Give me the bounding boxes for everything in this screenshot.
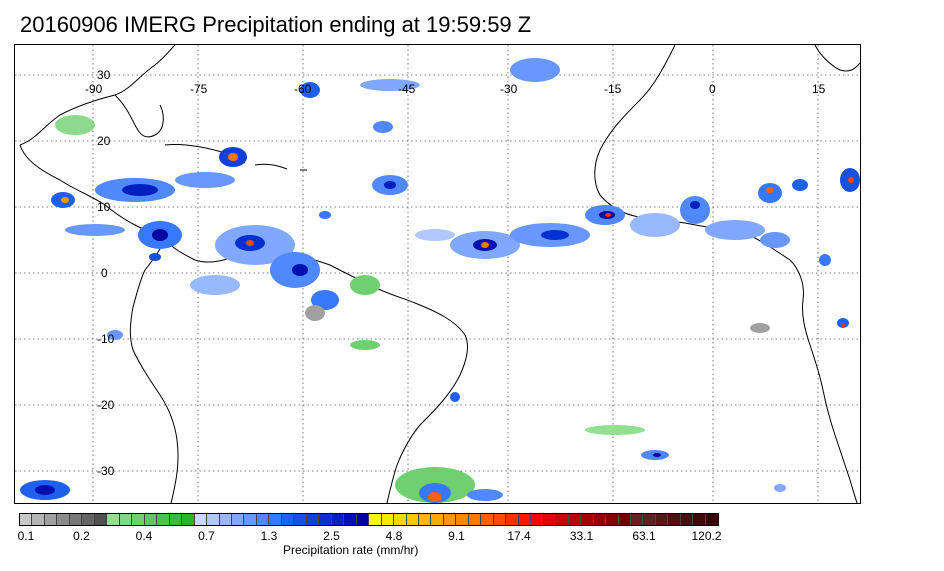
colorbar-tick-label: 63.1 (632, 529, 656, 543)
lat-label-minus10: -10 (97, 332, 115, 346)
colorbar-cell (219, 514, 232, 525)
colorbar-cell (531, 514, 544, 525)
colorbar-cell (207, 514, 220, 525)
colorbar-tick-label: 0.1 (17, 529, 35, 543)
colorbar-cell (468, 514, 482, 525)
lon-label-minus30: -30 (500, 82, 518, 96)
lat-label-minus30: -30 (97, 464, 115, 478)
colorbar-tick-label: 17.4 (507, 529, 531, 543)
colorbar-cell (394, 514, 407, 525)
colorbar-cell (44, 514, 58, 525)
colorbar-cell (518, 514, 532, 525)
lon-label-minus90: -90 (85, 82, 103, 96)
colorbar-cell (256, 514, 270, 525)
map-canvas: 30 20 10 0 -10 -20 -30 -90 -75 -60 -45 -… (15, 45, 860, 503)
colorbar-cell (69, 514, 83, 525)
colorbar-cell (82, 514, 95, 525)
lat-label-minus20: -20 (97, 398, 115, 412)
lat-label-0: 0 (101, 266, 108, 280)
lon-label-0: 0 (709, 82, 716, 96)
colorbar-cell (581, 514, 594, 525)
colorbar-cell (144, 514, 158, 525)
precipitation-map: 30 20 10 0 -10 -20 -30 -90 -75 -60 -45 -… (14, 44, 861, 504)
colorbar-cell (132, 514, 145, 525)
lon-label-minus60: -60 (294, 82, 312, 96)
colorbar-cell (169, 514, 183, 525)
colorbar-cell (655, 514, 669, 525)
lat-label-20: 20 (97, 134, 111, 148)
colorbar-cell (157, 514, 170, 525)
colorbar-cell (269, 514, 282, 525)
colorbar-cell (119, 514, 133, 525)
colorbar-cell (244, 514, 257, 525)
lon-label-minus75: -75 (190, 82, 208, 96)
colorbar-cell (182, 514, 195, 525)
colorbar-cell (231, 514, 245, 525)
colorbar-cell (506, 514, 519, 525)
colorbar-cell (107, 514, 120, 525)
colorbar-cell (94, 514, 108, 525)
colorbar-cell (57, 514, 70, 525)
colorbar-cell (643, 514, 656, 525)
colorbar-cell (481, 514, 494, 525)
colorbar-cell (20, 514, 33, 525)
colorbar-tick-label: 0.7 (198, 529, 215, 543)
colorbar-cell (369, 514, 382, 525)
graticule (15, 45, 860, 503)
colorbar-tick-label: 2.5 (323, 529, 340, 543)
lon-label-15: 15 (812, 82, 826, 96)
colorbar-tick-label: 4.8 (385, 529, 403, 543)
colorbar-cell (456, 514, 469, 525)
lat-label-10: 10 (97, 200, 111, 214)
colorbar-cell (668, 514, 681, 525)
colorbar-tick-label: 120.2 (691, 529, 722, 543)
colorbar-cell (568, 514, 582, 525)
colorbar-cell (443, 514, 457, 525)
colorbar-tick-label: 9.1 (448, 529, 465, 543)
colorbar-tick-label: 0.2 (73, 529, 90, 543)
colorbar-cell (630, 514, 644, 525)
precipitation-colorbar (19, 513, 719, 526)
colorbar-tick-label: 33.1 (569, 529, 594, 543)
colorbar-cell (381, 514, 395, 525)
colorbar-cell (705, 514, 719, 525)
colorbar-cell (419, 514, 432, 525)
colorbar-cell (556, 514, 569, 525)
colorbar-cell (493, 514, 507, 525)
colorbar-ticks: 0.1 0.2 0.4 0.7 1.3 2.5 4.8 9.1 17.4 33.1 63.1 120.… (0, 529, 944, 545)
colorbar-cell (319, 514, 332, 525)
colorbar-cell (406, 514, 419, 525)
colorbar-cell (593, 514, 607, 525)
colorbar-cell (294, 514, 307, 525)
lon-label-minus15: -15 (604, 82, 622, 96)
colorbar-cell (306, 514, 320, 525)
colorbar-cell (281, 514, 295, 525)
latitude-labels: 30 20 10 0 -10 -20 -30 (97, 68, 115, 478)
colorbar-cell (680, 514, 694, 525)
colorbar-tick-label: 1.3 (260, 529, 278, 543)
map-title: 20160906 IMERG Precipitation ending at 1… (20, 12, 532, 37)
lat-label-30: 30 (97, 68, 111, 82)
coastlines (19, 45, 860, 503)
colorbar-cell (618, 514, 631, 525)
colorbar-cell (431, 514, 444, 525)
colorbar-cell (606, 514, 619, 525)
colorbar-cell (32, 514, 45, 525)
colorbar-tick-label: 0.4 (135, 529, 153, 543)
colorbar-cell (543, 514, 557, 525)
colorbar-cell (344, 514, 357, 525)
lon-label-minus45: -45 (398, 82, 416, 96)
colorbar-cell (194, 514, 208, 525)
colorbar-cell (693, 514, 706, 525)
colorbar-cell (356, 514, 370, 525)
precipitation-field (20, 58, 860, 503)
colorbar-label: Precipitation rate (mm/hr) (283, 543, 419, 557)
longitude-labels: -90 -75 -60 -45 -30 -15 0 15 (85, 82, 826, 96)
colorbar-cell (331, 514, 345, 525)
